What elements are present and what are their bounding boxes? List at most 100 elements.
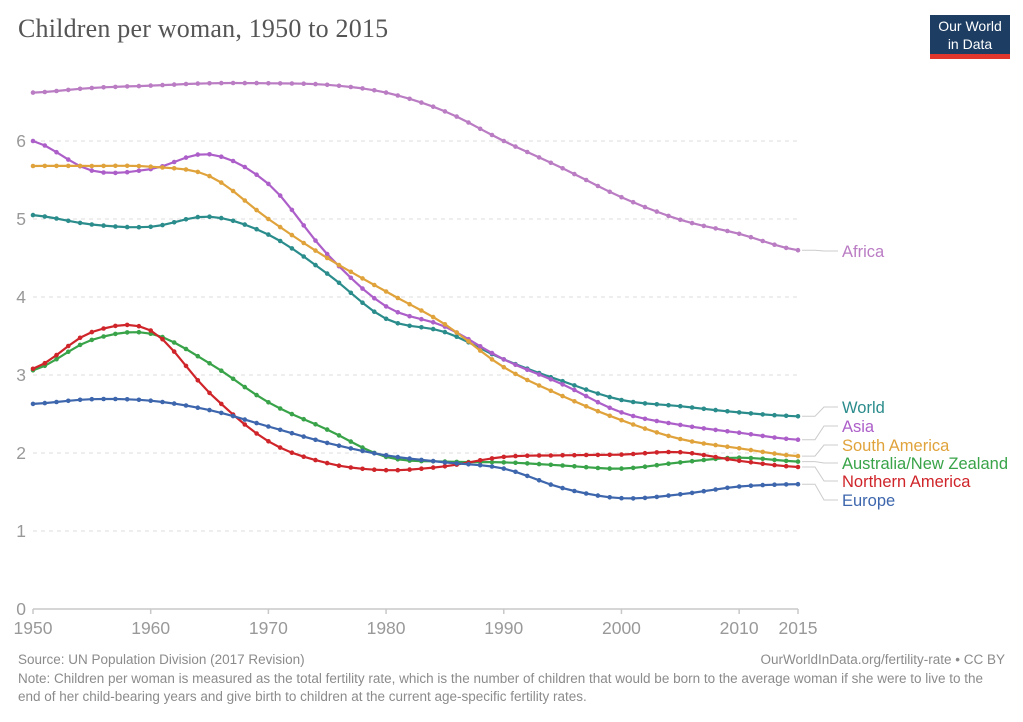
data-point[interactable]: [619, 452, 624, 457]
data-point[interactable]: [42, 143, 48, 148]
data-point[interactable]: [372, 88, 377, 93]
data-point[interactable]: [360, 286, 365, 291]
data-point[interactable]: [748, 411, 754, 416]
data-point[interactable]: [124, 397, 130, 402]
data-point[interactable]: [595, 408, 601, 414]
data-point[interactable]: [383, 90, 389, 95]
data-point[interactable]: [419, 316, 424, 322]
data-point[interactable]: [477, 344, 483, 349]
data-point[interactable]: [336, 83, 342, 89]
data-point[interactable]: [266, 216, 271, 222]
data-point[interactable]: [313, 248, 318, 253]
data-point[interactable]: [713, 226, 718, 231]
data-point[interactable]: [607, 452, 612, 458]
series-line-world[interactable]: [32, 214, 799, 418]
data-point[interactable]: [666, 493, 671, 498]
data-point[interactable]: [595, 452, 601, 458]
data-point[interactable]: [277, 238, 283, 244]
data-point[interactable]: [642, 495, 648, 501]
data-point[interactable]: [642, 416, 648, 422]
data-point[interactable]: [548, 377, 554, 382]
data-point[interactable]: [395, 310, 401, 315]
data-point[interactable]: [266, 400, 271, 405]
data-point[interactable]: [536, 372, 542, 377]
data-point[interactable]: [666, 213, 671, 219]
data-point[interactable]: [513, 371, 518, 377]
data-point[interactable]: [548, 388, 554, 394]
data-point[interactable]: [748, 483, 754, 489]
series-south-america[interactable]: [30, 163, 801, 459]
data-point[interactable]: [795, 437, 801, 443]
data-point[interactable]: [183, 346, 189, 352]
data-point[interactable]: [630, 422, 636, 427]
data-point[interactable]: [66, 218, 71, 224]
data-point[interactable]: [536, 383, 542, 388]
data-point[interactable]: [136, 83, 142, 89]
data-point[interactable]: [525, 377, 530, 383]
data-point[interactable]: [583, 491, 589, 496]
data-point[interactable]: [230, 413, 236, 419]
data-point[interactable]: [783, 245, 789, 251]
data-point[interactable]: [689, 405, 695, 410]
data-point[interactable]: [689, 424, 695, 430]
data-point[interactable]: [466, 120, 471, 125]
data-point[interactable]: [301, 254, 307, 259]
data-point[interactable]: [501, 466, 507, 471]
data-point[interactable]: [654, 494, 660, 500]
data-point[interactable]: [572, 171, 577, 177]
data-point[interactable]: [66, 163, 71, 169]
data-point[interactable]: [230, 188, 236, 194]
data-point[interactable]: [171, 82, 177, 87]
data-point[interactable]: [525, 149, 530, 155]
data-point[interactable]: [607, 466, 612, 471]
data-point[interactable]: [160, 165, 165, 170]
data-point[interactable]: [54, 216, 59, 221]
data-point[interactable]: [160, 82, 165, 88]
data-point[interactable]: [595, 399, 601, 405]
data-point[interactable]: [136, 163, 142, 169]
data-point[interactable]: [113, 170, 118, 176]
data-point[interactable]: [30, 212, 36, 218]
data-point[interactable]: [736, 446, 742, 451]
data-point[interactable]: [30, 401, 36, 407]
data-point[interactable]: [195, 378, 201, 383]
data-point[interactable]: [430, 104, 436, 109]
data-point[interactable]: [348, 446, 354, 451]
data-point[interactable]: [324, 82, 330, 88]
data-point[interactable]: [548, 462, 554, 468]
data-point[interactable]: [242, 222, 248, 227]
data-point[interactable]: [336, 280, 342, 286]
series-europe[interactable]: [30, 396, 801, 501]
data-point[interactable]: [136, 329, 142, 335]
data-point[interactable]: [560, 378, 565, 384]
data-point[interactable]: [407, 467, 412, 472]
data-point[interactable]: [183, 363, 189, 369]
data-point[interactable]: [372, 467, 377, 473]
data-point[interactable]: [301, 81, 307, 86]
data-point[interactable]: [348, 275, 354, 281]
data-point[interactable]: [477, 126, 483, 132]
data-point[interactable]: [372, 295, 377, 301]
data-point[interactable]: [89, 337, 95, 343]
data-point[interactable]: [195, 152, 201, 157]
data-point[interactable]: [525, 461, 530, 466]
data-point[interactable]: [489, 132, 495, 138]
data-point[interactable]: [442, 460, 448, 465]
data-point[interactable]: [783, 413, 789, 419]
data-point[interactable]: [430, 320, 436, 325]
data-point[interactable]: [654, 430, 660, 435]
legend-label-northern-america[interactable]: Northern America: [842, 473, 971, 491]
data-point[interactable]: [619, 410, 624, 415]
data-point[interactable]: [348, 290, 354, 296]
data-point[interactable]: [254, 226, 259, 232]
data-point[interactable]: [219, 215, 224, 221]
data-point[interactable]: [701, 452, 707, 458]
data-point[interactable]: [689, 439, 695, 444]
data-point[interactable]: [242, 80, 248, 86]
data-point[interactable]: [748, 447, 754, 453]
data-point[interactable]: [195, 81, 201, 86]
data-point[interactable]: [678, 492, 683, 497]
data-point[interactable]: [701, 426, 707, 431]
data-point[interactable]: [583, 393, 589, 399]
series-line-northern-america[interactable]: [32, 323, 799, 472]
